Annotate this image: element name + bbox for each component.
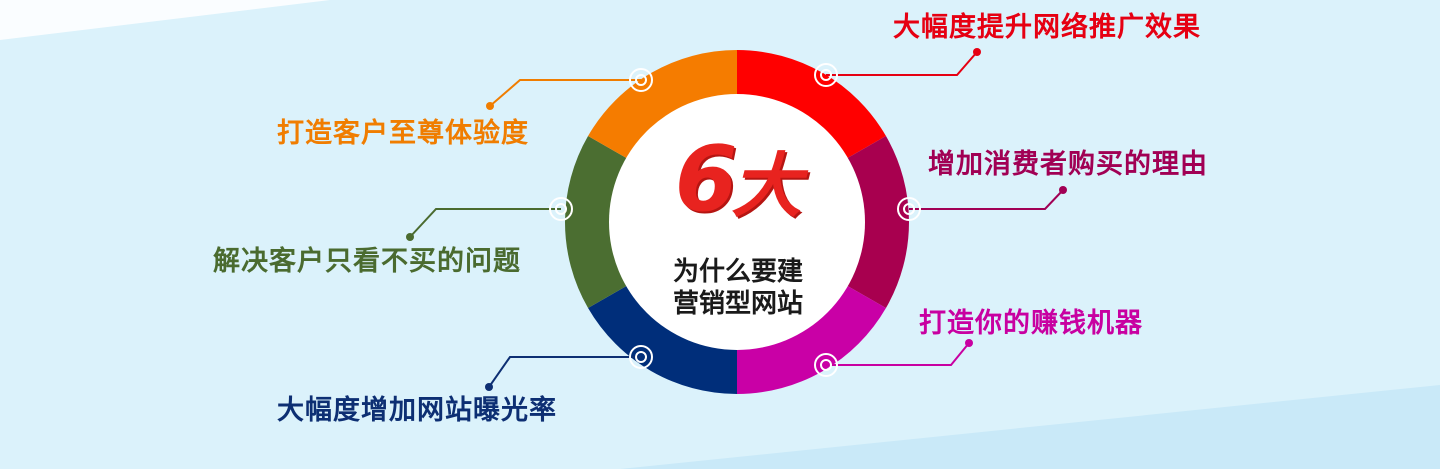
- circle-node-icon: [814, 63, 838, 87]
- connector-line-top-left: [489, 79, 641, 107]
- connector-line-bottom-right: [826, 342, 970, 366]
- center-subtitle-line1: 为什么要建: [672, 257, 803, 287]
- reason-label-4: 大幅度增加网站曝光率: [277, 395, 557, 426]
- connector-line-top-right: [826, 51, 978, 76]
- ring-segment-red: [737, 50, 886, 179]
- circle-node-icon: [897, 197, 921, 221]
- reason-label-1: 大幅度提升网络推广效果: [893, 12, 1201, 43]
- center-subtitle-line2: 营销型网站: [672, 289, 803, 319]
- circle-node-icon: [814, 353, 838, 377]
- connector-dot: [965, 339, 973, 347]
- ring-segment-magenta: [737, 265, 886, 394]
- ring-segment-orange: [588, 49, 737, 179]
- connector-line-mid-left: [409, 208, 561, 238]
- center-headline: 6大: [655, 135, 815, 225]
- reason-label-3: 打造你的赚钱机器: [919, 308, 1143, 339]
- ring-segment-navy: [588, 265, 737, 395]
- connector-dot: [485, 383, 493, 391]
- ring-inner-disc: [609, 94, 865, 350]
- reason-label-5: 解决客户只看不买的问题: [213, 246, 521, 277]
- center-big-char: 大: [731, 145, 801, 227]
- connector-dot: [973, 48, 981, 56]
- circle-node-icon: [549, 197, 573, 221]
- connector-dot: [406, 233, 414, 241]
- connector-dot: [1059, 186, 1067, 194]
- circle-node-icon: [629, 68, 653, 92]
- center-number: 6: [674, 127, 738, 232]
- connector-line-bottom-left: [488, 356, 641, 388]
- connector-line-mid-right: [909, 189, 1064, 210]
- reason-label-2: 增加消费者购买的理由: [928, 149, 1208, 180]
- reason-label-6: 打造客户至尊体验度: [277, 118, 529, 149]
- circle-node-icon: [629, 345, 653, 369]
- connector-dot: [486, 102, 494, 110]
